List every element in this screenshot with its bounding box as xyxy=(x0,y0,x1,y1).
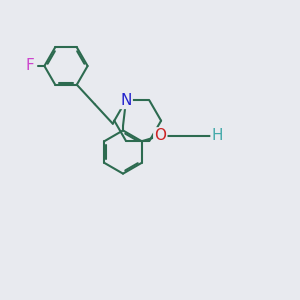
Text: F: F xyxy=(25,58,34,74)
Text: N: N xyxy=(120,93,132,108)
Text: H: H xyxy=(212,128,223,143)
Text: O: O xyxy=(154,128,166,143)
